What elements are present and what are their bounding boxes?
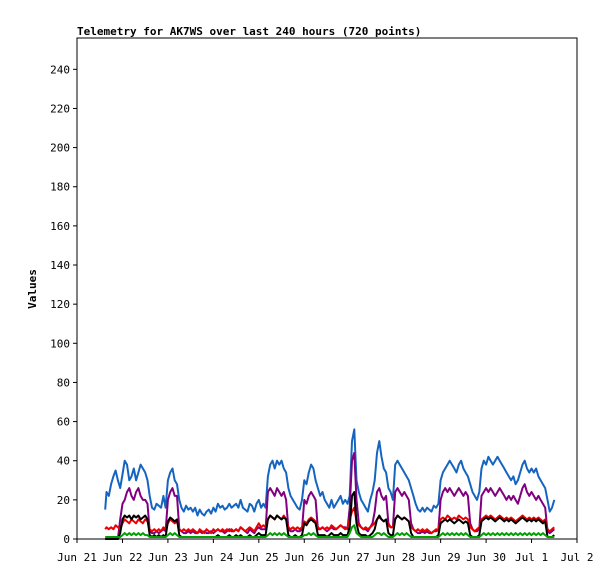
y-tick-label: 180 xyxy=(50,181,70,194)
y-tick-label: 120 xyxy=(50,298,70,311)
y-tick-label: 100 xyxy=(50,337,70,350)
y-tick-label: 60 xyxy=(57,416,70,429)
series-line-2 xyxy=(105,451,555,540)
y-tick-label: 40 xyxy=(57,455,70,468)
chart-title: Telemetry for AK7WS over last 240 hours … xyxy=(77,25,421,38)
y-tick-label: 160 xyxy=(50,220,70,233)
x-tick-label: Jul 2 xyxy=(560,551,593,564)
x-tick-label: Jun 22 xyxy=(103,551,143,564)
y-tick-label: 80 xyxy=(57,376,70,389)
x-tick-label: Jun 25 xyxy=(239,551,279,564)
series-layer xyxy=(104,428,556,540)
x-tick-label: Jul 1 xyxy=(515,551,548,564)
y-tick-label: 240 xyxy=(50,63,70,76)
x-tick-label: Jun 24 xyxy=(193,551,233,564)
x-tick-label: Jun 28 xyxy=(375,551,415,564)
series-line-5 xyxy=(105,524,555,538)
y-tick-label: 220 xyxy=(50,102,70,115)
x-tick-label: Jun 30 xyxy=(466,551,506,564)
y-tick-label: 200 xyxy=(50,142,70,155)
x-tick-label: Jun 29 xyxy=(421,551,461,564)
y-tick-label: 20 xyxy=(57,494,70,507)
y-axis-label: Values xyxy=(26,269,39,309)
x-tick-label: Jun 27 xyxy=(330,551,370,564)
x-tick-label: Jun 21 xyxy=(57,551,97,564)
x-axis: Jun 21 Jun 22 Jun 23 Jun 24 Jun 25 Jun 26 Jun … xyxy=(57,539,594,564)
y-axis: 0 20 40 60 80 100 120 140 160 180 200 220 240 xyxy=(50,63,77,546)
y-tick-label: 0 xyxy=(63,533,70,546)
plot-frame xyxy=(76,37,578,540)
x-tick-label: Jun 26 xyxy=(284,551,324,564)
y-tick-label: 140 xyxy=(50,259,70,272)
x-tick-label: Jun 23 xyxy=(148,551,188,564)
series-line-1 xyxy=(104,428,556,517)
